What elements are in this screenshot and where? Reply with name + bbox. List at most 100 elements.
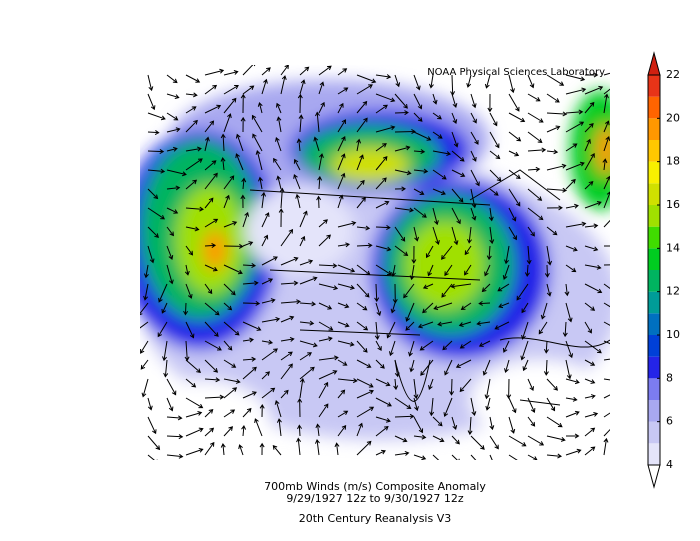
- wind-arrow: [413, 378, 419, 400]
- wind-arrow: [565, 302, 573, 323]
- wind-arrow: [204, 172, 218, 190]
- wind-arrow: [261, 348, 278, 361]
- wind-arrow: [261, 212, 270, 228]
- wind-arrow: [280, 389, 289, 399]
- wind-arrow: [584, 138, 591, 152]
- wind-arrow: [489, 150, 501, 160]
- wind-arrow: [280, 65, 289, 76]
- wind-arrow: [603, 321, 610, 326]
- wind-arrow: [185, 378, 197, 388]
- wind-arrow: [565, 378, 580, 385]
- wind-arrow: [223, 426, 234, 437]
- wind-arrow: [375, 302, 382, 317]
- wind-arrow: [584, 85, 604, 95]
- wind-arrow: [502, 340, 510, 353]
- wind-arrow: [261, 316, 281, 323]
- colorbar-tick-label: 22: [666, 68, 680, 81]
- wind-arrow: [147, 207, 166, 220]
- wind-arrow: [318, 403, 329, 418]
- wind-arrow: [280, 280, 299, 286]
- wind-arrow: [356, 84, 373, 95]
- wind-arrow: [546, 187, 568, 193]
- wind-arrow: [527, 112, 544, 123]
- colorbar-band: [648, 118, 660, 140]
- map: [140, 65, 610, 460]
- colorbar-band: [648, 443, 660, 465]
- wind-arrow: [356, 225, 371, 231]
- wind-arrow: [318, 153, 324, 171]
- wind-arrow: [432, 150, 452, 157]
- wind-arrow: [504, 359, 510, 374]
- wind-arrow: [565, 264, 577, 273]
- wind-arrow: [185, 74, 201, 83]
- wind-arrow: [204, 120, 215, 133]
- wind-arrow: [143, 264, 149, 279]
- wind-arrow: [356, 378, 374, 388]
- wind-arrow: [484, 378, 491, 400]
- wind-arrow: [413, 207, 427, 218]
- wind-arrow: [432, 435, 445, 443]
- wind-arrow: [337, 172, 346, 190]
- wind-arrow: [394, 450, 410, 456]
- wind-arrow: [261, 371, 271, 380]
- wind-arrow: [489, 112, 498, 127]
- wind-arrow: [147, 93, 156, 111]
- wind-arrow: [413, 454, 427, 460]
- colorbar-tick-label: 14: [666, 241, 680, 254]
- wind-arrow: [259, 403, 265, 418]
- wind-arrow: [485, 397, 491, 411]
- wind-arrow: [204, 160, 217, 171]
- wind-arrow: [603, 135, 610, 152]
- wind-arrow: [422, 283, 434, 290]
- wind-arrow: [375, 156, 388, 171]
- wind-arrow: [527, 378, 534, 392]
- wind-arrow: [432, 93, 438, 105]
- wind-arrow: [185, 119, 198, 133]
- wind-arrow: [147, 112, 166, 121]
- wind-arrow: [565, 87, 587, 95]
- wind-arrow: [166, 112, 179, 121]
- wind-arrow: [470, 435, 485, 450]
- wind-arrow: [470, 207, 477, 221]
- wind-arrow: [220, 442, 226, 456]
- colorbar-band: [648, 248, 660, 270]
- wind-arrow: [451, 150, 465, 162]
- wind-arrow: [516, 283, 529, 301]
- colorbar-band: [648, 205, 660, 227]
- wind-arrow: [184, 264, 190, 276]
- wind-arrow: [375, 245, 392, 252]
- wind-arrow: [223, 243, 244, 249]
- wind-arrow: [405, 321, 415, 331]
- colorbar-bottom-arrow: [647, 464, 661, 489]
- wind-arrow: [204, 408, 214, 418]
- wind-arrow: [318, 370, 338, 380]
- wind-arrow: [442, 340, 453, 351]
- wind-arrow: [317, 175, 323, 190]
- wind-arrow: [297, 424, 303, 437]
- wind-arrow: [261, 256, 278, 266]
- wind-arrow: [337, 321, 350, 328]
- wind-arrow: [185, 427, 204, 437]
- wind-arrow: [393, 378, 399, 391]
- wind-arrow: [506, 378, 512, 400]
- wind-arrow: [147, 416, 157, 435]
- wind-arrow: [375, 264, 392, 276]
- caption-line: 700mb Winds (m/s) Composite Anomaly: [264, 480, 486, 493]
- wind-arrow: [204, 427, 215, 437]
- wind-arrow: [546, 74, 565, 86]
- wind-arrow: [299, 320, 315, 326]
- wind-arrow: [420, 359, 434, 376]
- wind-arrow: [141, 378, 149, 398]
- wind-arrow: [603, 412, 610, 418]
- wind-arrow: [280, 315, 295, 323]
- wind-arrow: [242, 391, 257, 399]
- wind-arrow: [204, 264, 218, 272]
- wind-arrow: [316, 195, 322, 209]
- wind-arrow: [280, 351, 293, 361]
- wind-arrow: [318, 234, 331, 247]
- colorbar-band: [648, 291, 660, 314]
- wind-arrow: [223, 378, 241, 384]
- wind-arrow: [584, 321, 592, 334]
- wind-arrow: [521, 321, 529, 340]
- wind-arrow: [451, 93, 458, 108]
